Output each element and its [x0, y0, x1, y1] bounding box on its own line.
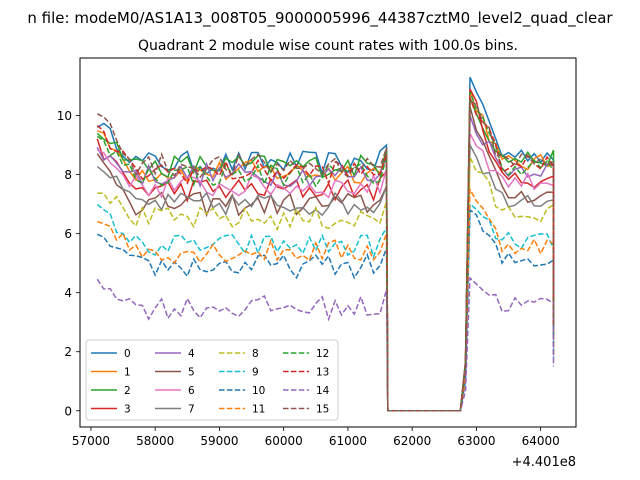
legend-label-5: 5 — [188, 367, 195, 379]
legend-label-4: 4 — [188, 348, 195, 360]
y-tick-label: 6 — [64, 227, 72, 241]
x-tick-label: 64000 — [522, 434, 560, 448]
legend-frame — [85, 339, 339, 421]
legend-label-2: 2 — [124, 385, 131, 397]
y-tick-label: 4 — [64, 286, 72, 300]
legend-label-0: 0 — [124, 348, 131, 360]
chart-title: Quadrant 2 module wise count rates with … — [138, 38, 518, 54]
x-tick-label: 60000 — [265, 434, 303, 448]
x-tick-label: 57000 — [72, 434, 110, 448]
legend-label-6: 6 — [188, 385, 195, 397]
series-line-9 — [96, 202, 555, 412]
series-line-11 — [97, 186, 555, 412]
series-line-12 — [96, 91, 555, 412]
legend-label-11: 11 — [252, 404, 265, 416]
x-axis-offset-text: +4.401e8 — [512, 455, 576, 470]
x-tick-label: 63000 — [457, 434, 495, 448]
series-line-8 — [97, 156, 555, 412]
series-line-13 — [96, 97, 555, 412]
legend-label-15: 15 — [316, 404, 329, 416]
x-tick-label: 58000 — [136, 434, 174, 448]
legend-label-12: 12 — [316, 348, 329, 360]
legend-label-13: 13 — [316, 367, 329, 379]
axes-frame — [79, 57, 577, 428]
x-tick-label: 59000 — [200, 434, 238, 448]
series-line-4 — [96, 115, 555, 412]
x-tick-label: 61000 — [329, 434, 367, 448]
y-axis-ticks: 0 2 4 6 8 10 — [57, 109, 80, 418]
x-axis-ticks: 57000 58000 59000 60000 61000 62000 63000 64000 — [72, 427, 560, 448]
plot-lines — [96, 76, 555, 412]
y-tick-label: 8 — [64, 168, 72, 182]
series-line-7 — [96, 142, 555, 412]
series-line-15 — [96, 99, 555, 412]
y-tick-label: 0 — [64, 404, 72, 418]
legend-label-7: 7 — [188, 404, 195, 416]
series-line-6 — [96, 132, 555, 412]
legend-label-14: 14 — [316, 385, 330, 397]
legend-label-9: 9 — [252, 367, 259, 379]
legend-label-10: 10 — [252, 385, 265, 397]
figure-suptitle: n file: modeM0/AS1A13_008T05_9000005996_… — [27, 9, 613, 28]
y-tick-label: 10 — [57, 109, 72, 123]
legend-label-1: 1 — [124, 367, 131, 379]
series-line-14 — [96, 276, 555, 412]
x-tick-label: 62000 — [393, 434, 431, 448]
legend-label-3: 3 — [124, 404, 131, 416]
y-tick-label: 2 — [64, 345, 72, 359]
series-line-10 — [96, 208, 555, 412]
legend-label-8: 8 — [252, 348, 259, 360]
